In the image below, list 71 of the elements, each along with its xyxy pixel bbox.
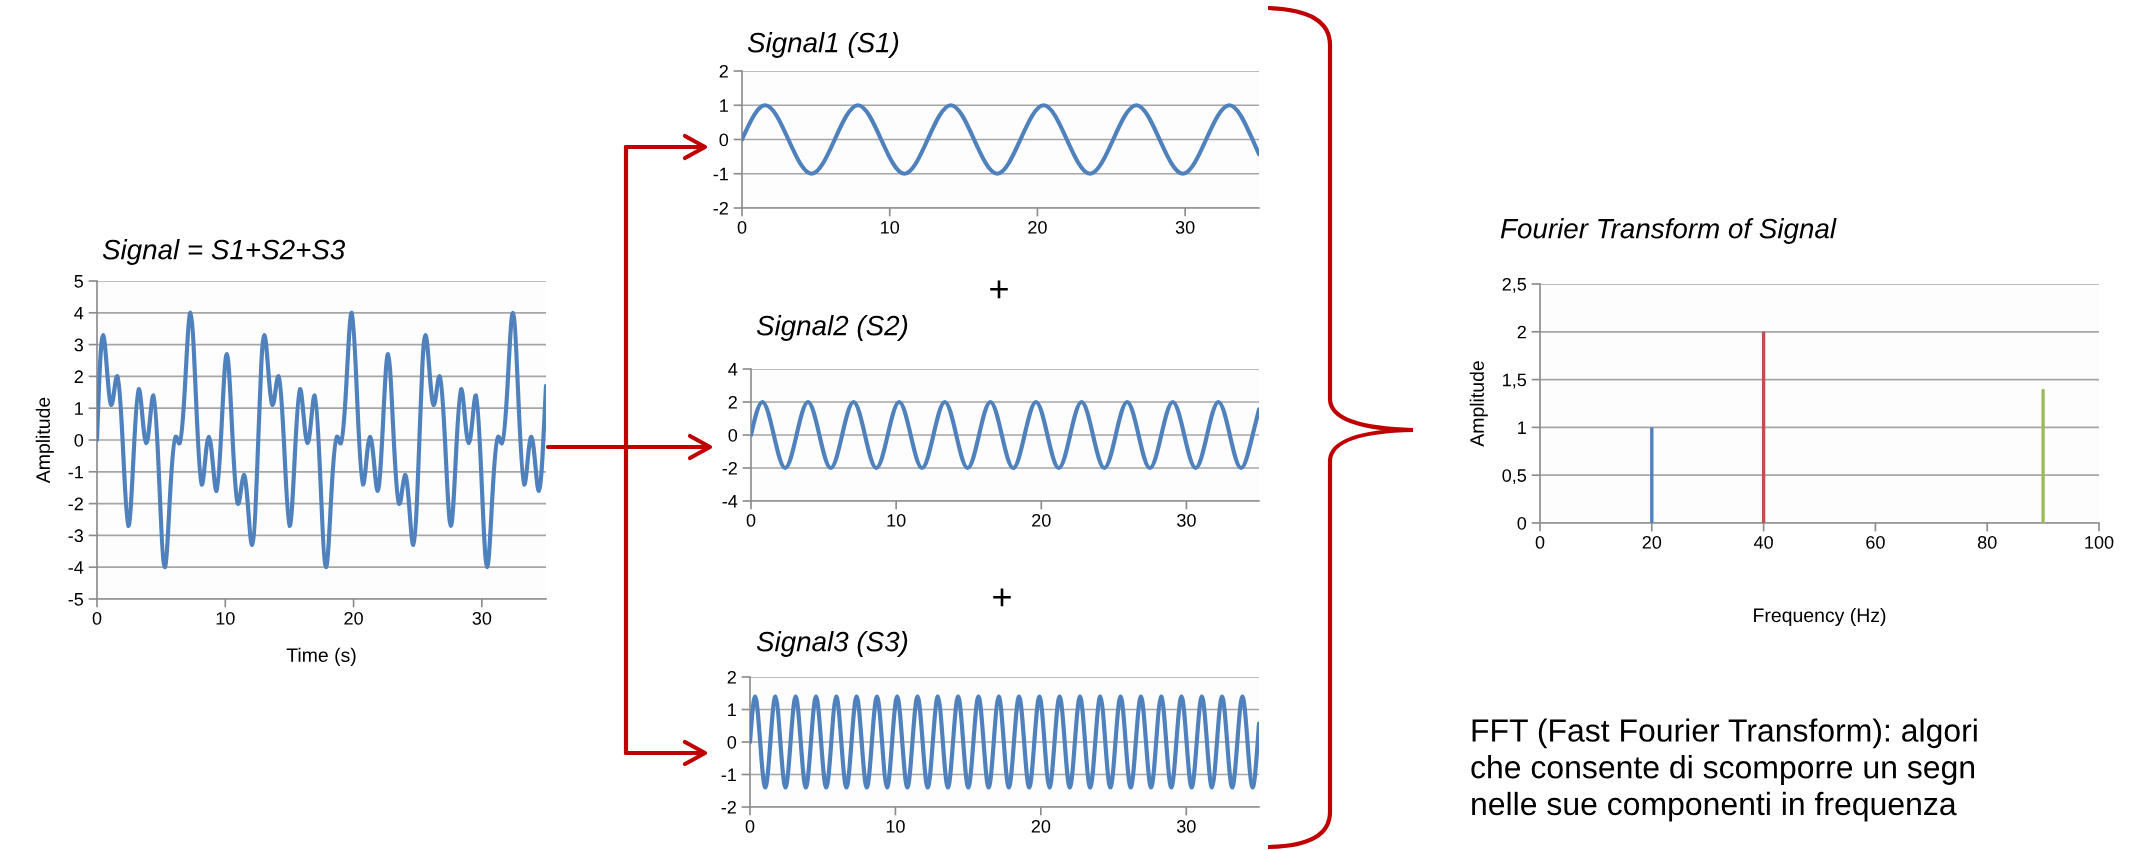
y-tick-label: 2 — [1517, 325, 1526, 339]
chart-title: Signal1 (S1) — [747, 32, 899, 58]
y-tick-label: 2 — [74, 370, 83, 383]
x-axis-title: Time (s) — [286, 647, 356, 666]
y-axis-title: Amplitude — [35, 397, 54, 484]
y-axis-title: Amplitude — [1469, 361, 1488, 447]
bar — [2041, 389, 2045, 523]
y-tick-label: 2 — [728, 395, 737, 409]
y-tick-label: 4 — [74, 306, 84, 320]
chart-title: Fourier Transform of Signal — [1500, 218, 1837, 244]
x-tick-label: 60 — [1866, 535, 1885, 549]
x-tick-label: 0 — [737, 220, 747, 234]
y-tick-label: -2 — [713, 201, 728, 215]
x-tick-label: 10 — [216, 611, 235, 625]
x-tick-label: 30 — [472, 611, 492, 625]
y-tick-label: -2 — [68, 497, 83, 511]
y-tick-label: -1 — [68, 465, 83, 479]
chart-title: Signal = S1+S2+S3 — [102, 239, 345, 265]
x-tick-label: 0 — [92, 611, 102, 625]
y-tick-label: -1 — [713, 167, 728, 181]
y-tick-label: 0,5 — [1502, 469, 1527, 485]
line-series — [751, 399, 1259, 471]
bar — [1650, 427, 1654, 523]
x-tick-label: 30 — [1175, 220, 1195, 234]
y-tick-label: 3 — [74, 338, 84, 352]
line-series — [742, 103, 1259, 176]
y-tick-label: -3 — [68, 529, 84, 543]
y-tick-label: -2 — [722, 461, 737, 475]
y-tick-label: 0 — [74, 433, 84, 447]
y-tick-label: 2,5 — [1502, 277, 1527, 293]
y-tick-label: -1 — [721, 768, 736, 782]
y-tick-label: 1 — [1518, 421, 1526, 434]
x-tick-label: 30 — [1177, 513, 1196, 527]
x-tick-label: 0 — [745, 819, 755, 833]
chart-title: Signal2 (S2) — [756, 315, 908, 341]
y-tick-label: -4 — [68, 561, 84, 574]
x-tick-label: 80 — [1977, 535, 1997, 549]
chart-title: Signal3 (S3) — [756, 631, 908, 657]
x-tick-label: 20 — [344, 611, 363, 625]
y-tick-label: 1 — [720, 99, 728, 112]
line-series — [750, 694, 1259, 790]
y-tick-label: -2 — [721, 800, 736, 814]
x-tick-label: 30 — [1176, 819, 1196, 833]
line-series — [97, 310, 546, 570]
y-tick-label: 0 — [719, 133, 729, 147]
y-tick-label: -5 — [68, 593, 84, 606]
x-tick-label: 20 — [1028, 220, 1047, 234]
x-tick-label: 20 — [1031, 819, 1051, 833]
y-tick-label: 2 — [719, 64, 728, 78]
x-tick-label: 20 — [1642, 535, 1662, 549]
text: FFT (Fast Fourier Transform): algori che consente di scomporre un segn nelle sue componenti in frequenza — [1471, 718, 1977, 822]
x-tick-label: 0 — [746, 513, 756, 527]
y-tick-label: 1,5 — [1503, 373, 1527, 389]
y-tick-label: 1 — [75, 402, 83, 415]
y-tick-label: 1 — [728, 703, 736, 717]
y-tick-label: -4 — [722, 495, 738, 508]
x-tick-label: 10 — [887, 513, 906, 527]
text: + — [990, 280, 1008, 299]
y-tick-label: 0 — [727, 735, 737, 749]
x-tick-label: 10 — [886, 819, 905, 833]
y-tick-label: 0 — [728, 428, 738, 442]
x-tick-label: 0 — [1535, 535, 1545, 549]
y-tick-label: 2 — [727, 670, 736, 684]
x-tick-label: 20 — [1032, 513, 1051, 527]
x-tick-label: 100 — [2085, 535, 2114, 549]
x-tick-label: 40 — [1753, 535, 1773, 549]
x-axis-title: Frequency (Hz) — [1754, 607, 1886, 627]
text: + — [993, 588, 1011, 607]
y-tick-label: 4 — [728, 363, 738, 376]
x-tick-label: 10 — [881, 220, 900, 234]
y-tick-label: 5 — [74, 275, 84, 288]
